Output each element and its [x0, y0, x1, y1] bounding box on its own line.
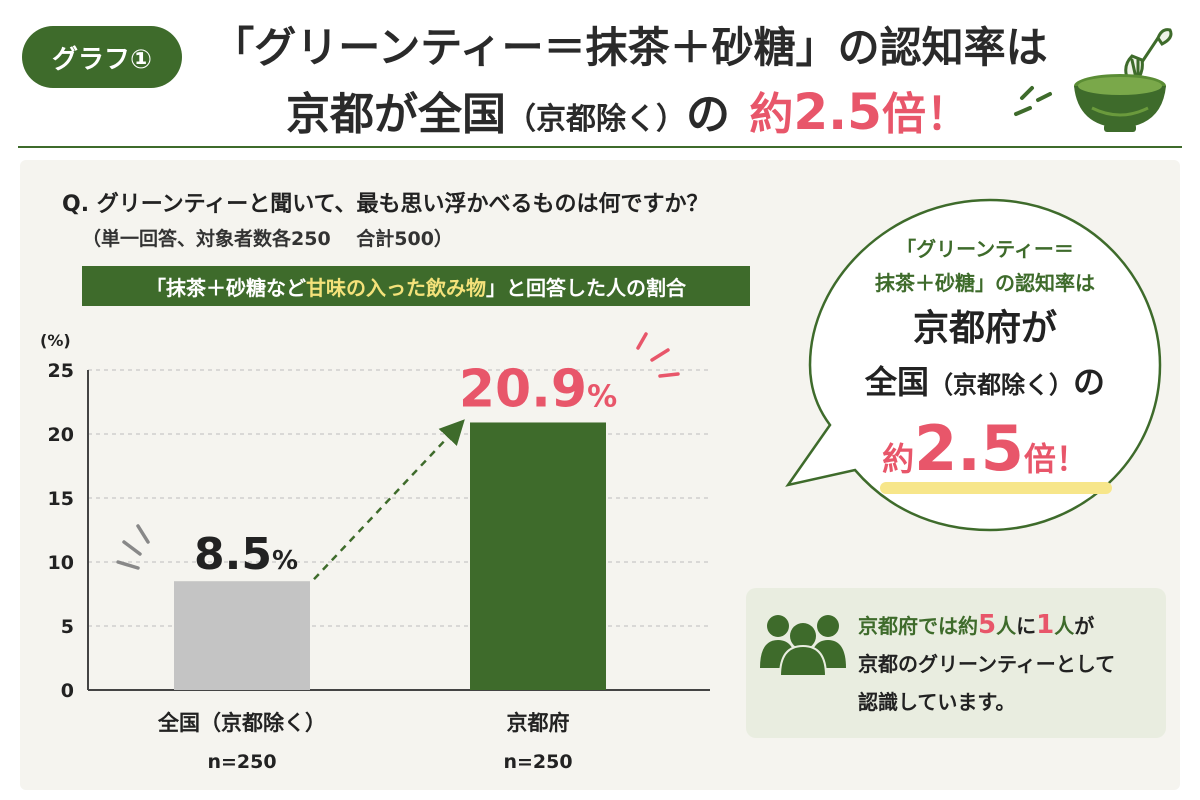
emphasis-dashes-icon — [1014, 86, 1052, 116]
x-category-label: 京都府 — [507, 711, 570, 735]
info-ni: に — [1016, 614, 1037, 638]
bubble-multiplier: 2.5 — [914, 412, 1024, 485]
emphasis-dash — [636, 332, 648, 350]
y-tick-label: 0 — [61, 680, 74, 702]
bubble-times: 倍！ — [1023, 440, 1088, 478]
x-sample-size-label: n=250 — [503, 751, 572, 773]
value-label-0: 8.5% — [194, 529, 298, 580]
bubble-line-5: 約2.5倍！ — [820, 414, 1150, 494]
title-multiplier: 2.5 — [793, 83, 882, 141]
answer-banner-highlight: 甘味の入った飲み物 — [306, 275, 486, 300]
info-one: 1 — [1036, 610, 1055, 640]
bar-1 — [470, 422, 606, 690]
bars — [174, 422, 606, 690]
title-kyoto-nationwide: 京都が全国 — [286, 89, 507, 140]
title-times: 倍！ — [881, 89, 970, 140]
question-text: Q. グリーンティーと聞いて、最も思い浮かべるものは何ですか？ — [62, 192, 709, 217]
emphasis-dash — [658, 372, 680, 378]
answer-banner-pre: 「抹茶＋砂糖など — [146, 275, 306, 300]
y-tick-label: 25 — [48, 360, 74, 382]
emphasis-dash — [650, 348, 670, 362]
info-line-3: 認識しています。 — [858, 690, 1016, 714]
y-tick-label: 5 — [61, 616, 74, 638]
y-axis-label: (%) — [40, 331, 71, 350]
info-line-1: 京都府では約5人に1人が — [858, 610, 1094, 640]
graph-number-tag: グラフ① — [22, 26, 182, 88]
bubble-line-1: 「グリーンティー＝ — [896, 237, 1074, 261]
y-tick-label: 20 — [48, 424, 74, 446]
bar-0 — [174, 581, 310, 690]
bubble-line-4: 全国（京都除く）の — [820, 358, 1150, 409]
y-ticks: 0 5 10 15 20 25 — [48, 360, 74, 702]
x-labels: 全国（京都除く） n=250 京都府 n=250 — [157, 711, 573, 773]
info-kyoto: 京都府では — [858, 614, 958, 638]
bubble-highlight-underline — [880, 482, 1112, 494]
answer-banner: 「抹茶＋砂糖など 甘味の入った飲み物 」と回答した人の割合 — [82, 266, 750, 306]
bubble-line-2: 抹茶＋砂糖」の認知率は — [875, 271, 1095, 295]
people-group-icon — [760, 615, 846, 677]
bubble-excluding-kyoto: （京都除く） — [929, 371, 1073, 399]
title-excluding-kyoto: （京都除く） — [506, 102, 687, 137]
bubble-nationwide: 全国 — [864, 363, 929, 401]
info-five: 5 — [978, 610, 997, 640]
title-line-2: 京都が全国（京都除く）の 約2.5倍！ — [200, 78, 1060, 142]
x-category-label: 全国（京都除く） — [157, 711, 326, 735]
y-tick-label: 15 — [48, 488, 74, 510]
title-highlight: 約2.5倍！ — [745, 78, 974, 142]
bubble-line-3: 京都府が — [912, 308, 1057, 349]
title-approx: 約 — [749, 89, 794, 140]
question-note: （単一回答、対象者数各250 合計500） — [82, 228, 453, 250]
chart-decorations — [116, 332, 680, 581]
emphasis-dash — [136, 524, 150, 544]
info-person-2: 人 — [1054, 614, 1075, 638]
matcha-bowl-whisk-icon — [1074, 28, 1173, 132]
increase-arrow — [313, 419, 465, 581]
emphasis-dash — [122, 540, 142, 556]
answer-banner-post: 」と回答した人の割合 — [486, 275, 686, 300]
info-line-2: 京都のグリーンティーとして — [858, 652, 1116, 676]
speech-bubble — [785, 198, 1162, 532]
x-sample-size-label: n=250 — [207, 751, 276, 773]
title-no: の — [686, 89, 731, 140]
header-divider — [18, 146, 1182, 148]
info-approx: 約 — [958, 614, 978, 638]
bubble-approx: 約 — [882, 440, 915, 478]
value-label-1: 20.9% — [459, 359, 617, 419]
bar-chart: (%) 0 5 10 15 20 25 全国（京都除く） n=250 京都府 n=250 8.5… — [40, 331, 710, 773]
bubble-no: の — [1073, 363, 1106, 401]
emphasis-dash — [116, 560, 140, 570]
value-labels: 8.5% 20.9% — [194, 359, 617, 580]
title-line-1: 「グリーンティー＝抹茶＋砂糖」の認知率は — [212, 23, 1048, 72]
y-tick-label: 10 — [48, 552, 74, 574]
info-ga: が — [1074, 614, 1095, 638]
info-person-1: 人 — [996, 614, 1017, 638]
header: グラフ① 「グリーンティー＝抹茶＋砂糖」の認知率は 京都が全国（京都除く）の 約… — [0, 0, 1200, 150]
